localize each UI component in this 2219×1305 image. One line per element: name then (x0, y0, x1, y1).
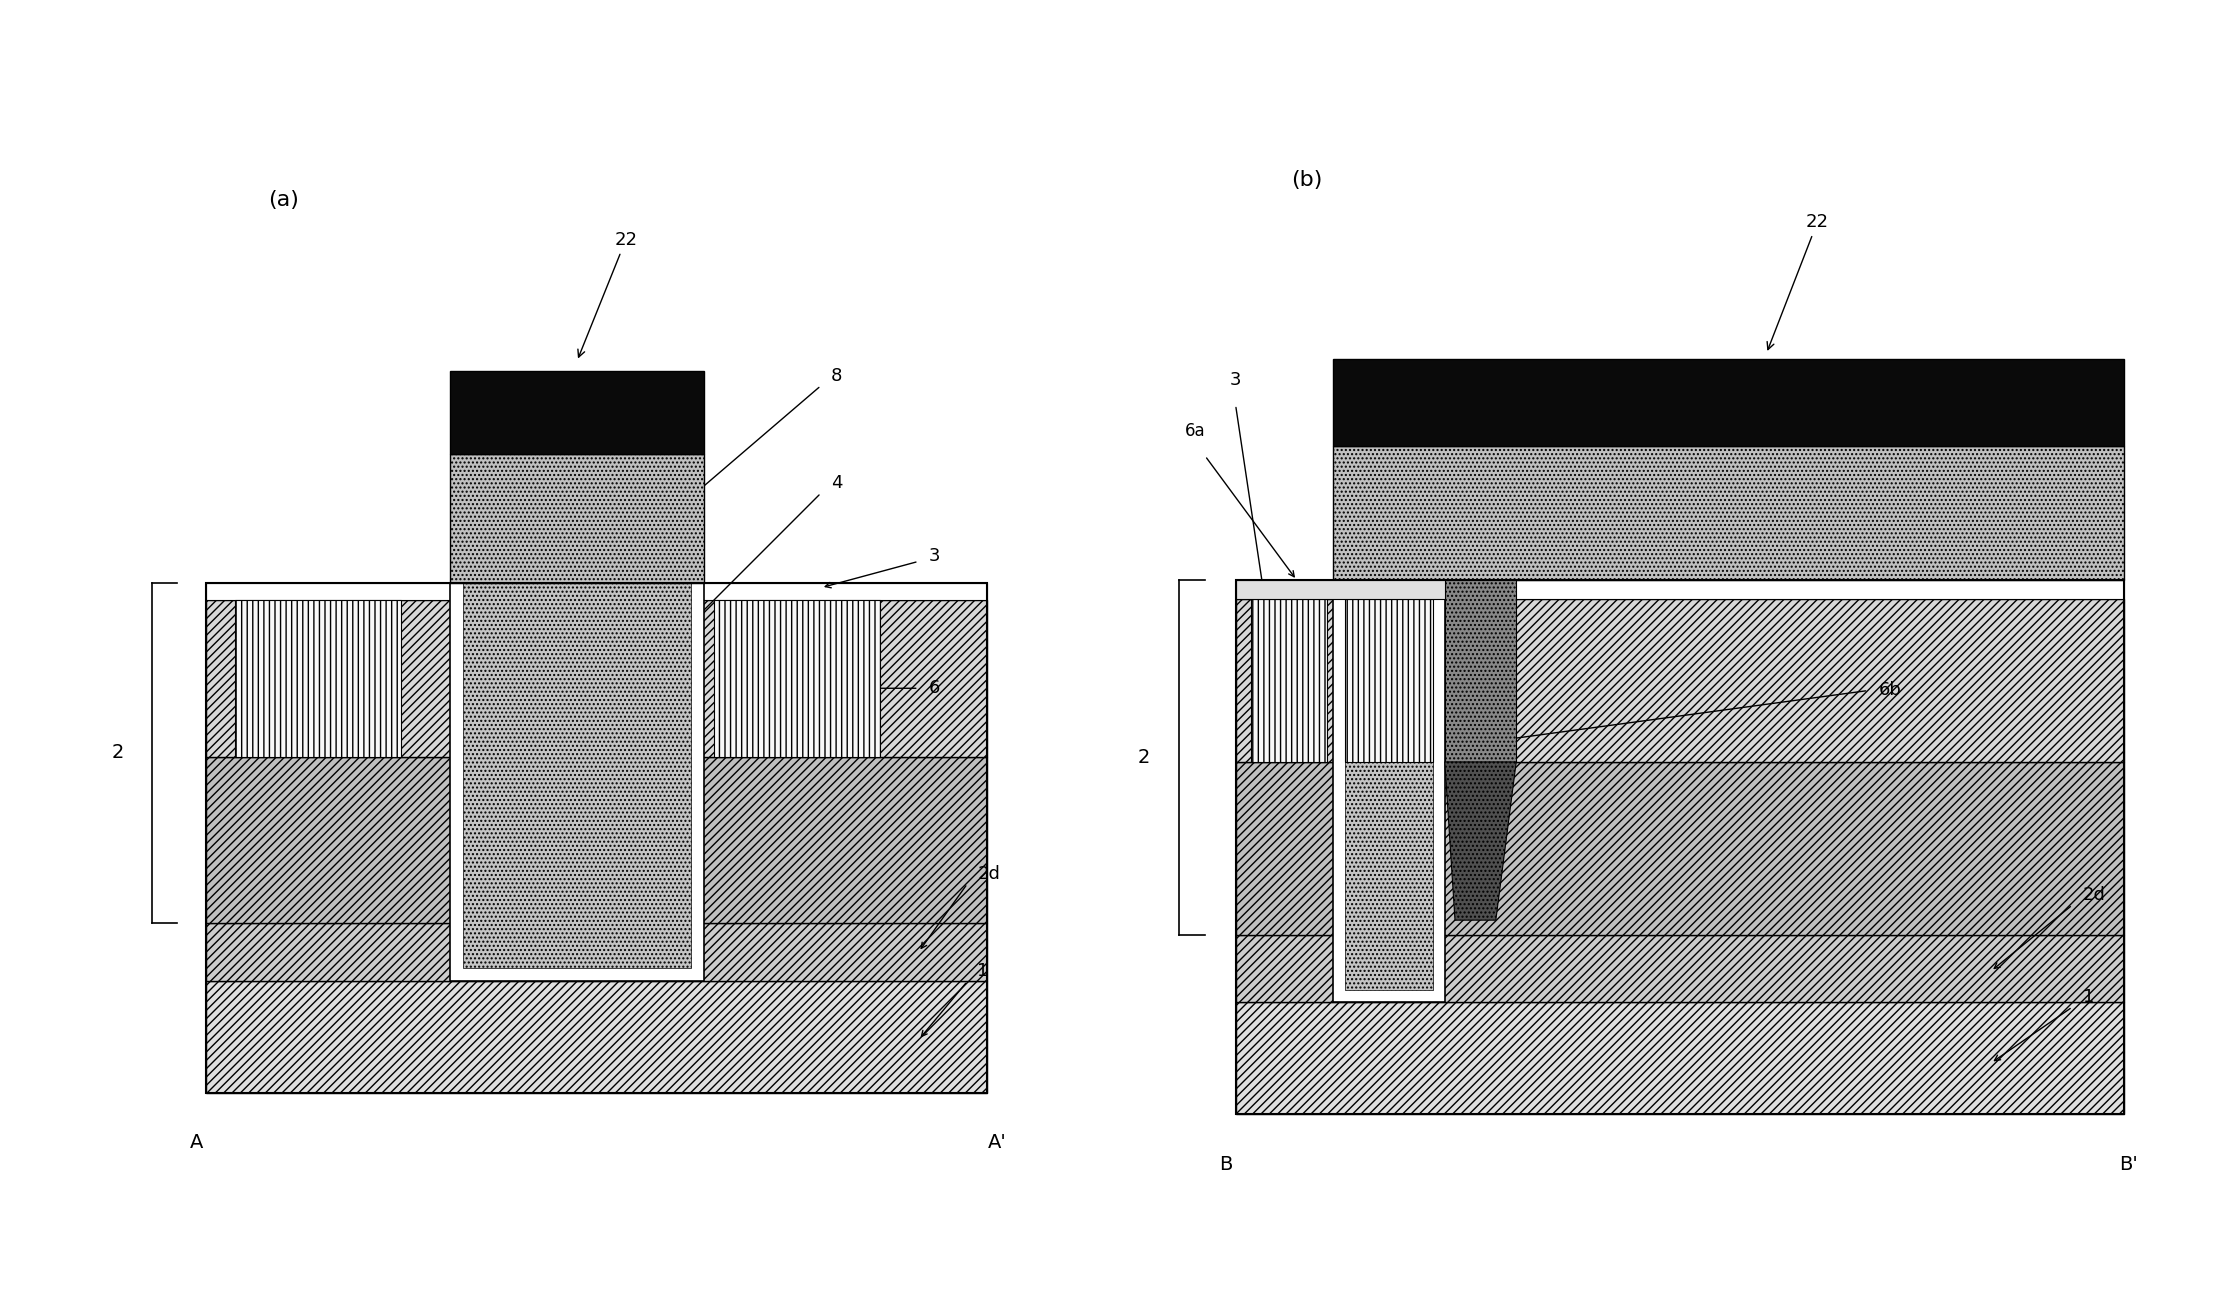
Bar (1331, 445, 2124, 581)
Bar (1236, 1002, 2124, 1114)
Text: 6: 6 (928, 680, 941, 697)
Bar (1236, 599, 2124, 762)
Bar (206, 583, 987, 600)
Bar (1236, 762, 2124, 936)
Text: (b): (b) (1291, 170, 1323, 191)
Text: A: A (189, 1133, 202, 1151)
Bar (1345, 599, 1433, 762)
Bar (206, 981, 987, 1094)
Text: B: B (1218, 1155, 1232, 1174)
Bar (1236, 581, 2124, 1114)
Text: A': A' (987, 1133, 1005, 1151)
Bar (450, 371, 703, 454)
Bar (464, 583, 690, 968)
Text: B': B' (2119, 1155, 2139, 1174)
Bar (206, 600, 987, 757)
Text: 1: 1 (976, 962, 990, 980)
Bar (1252, 599, 1327, 762)
Text: 4: 4 (1351, 372, 1365, 389)
Text: 2d: 2d (2084, 886, 2106, 903)
Bar (1331, 359, 2124, 445)
Text: 8: 8 (2084, 478, 2095, 496)
Bar (206, 583, 987, 1094)
Bar (450, 583, 703, 981)
Bar (235, 600, 402, 757)
Bar (1445, 581, 1516, 762)
Text: 3: 3 (1229, 372, 1240, 389)
Bar (1331, 581, 1445, 1002)
Text: 2d: 2d (976, 865, 1001, 882)
Bar (715, 600, 879, 757)
Bar (1236, 936, 2124, 1002)
Text: 2: 2 (1138, 748, 1149, 767)
Text: 6a: 6a (1185, 423, 1205, 440)
Text: (a): (a) (268, 191, 300, 210)
Text: 22: 22 (577, 231, 637, 358)
Bar (1345, 581, 1433, 989)
Text: 22: 22 (1766, 213, 1828, 350)
Polygon shape (1445, 762, 1516, 920)
Text: 4: 4 (830, 474, 843, 492)
Text: 2: 2 (111, 744, 124, 762)
Text: 6b: 6b (1879, 681, 1902, 699)
Bar (450, 454, 703, 583)
Text: 3: 3 (928, 548, 941, 565)
Bar (1236, 581, 2124, 599)
Text: 8: 8 (830, 367, 843, 385)
Text: 1: 1 (2084, 988, 2095, 1006)
Bar (206, 923, 987, 981)
Bar (206, 757, 987, 923)
Bar (1236, 581, 1445, 599)
